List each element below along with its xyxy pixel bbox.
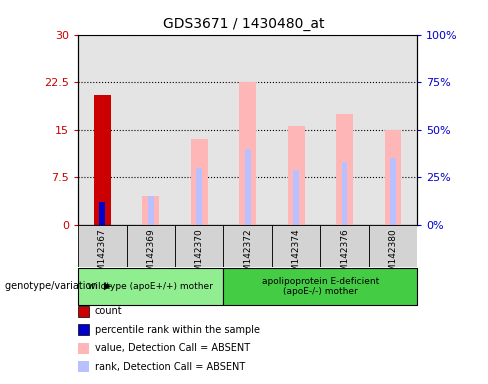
- Text: value, Detection Call = ABSENT: value, Detection Call = ABSENT: [95, 343, 250, 353]
- Bar: [385, 130, 402, 225]
- Bar: [175, 35, 224, 225]
- Text: apolipoprotein E-deficient
(apoE-/-) mother: apolipoprotein E-deficient (apoE-/-) mot…: [262, 277, 379, 296]
- Bar: [239, 82, 256, 225]
- Bar: [196, 168, 202, 225]
- Text: GSM142367: GSM142367: [98, 229, 107, 283]
- Bar: [148, 196, 154, 225]
- Text: GSM142369: GSM142369: [146, 229, 155, 283]
- Bar: [272, 35, 320, 225]
- Bar: [175, 225, 224, 267]
- Bar: [320, 35, 369, 225]
- Bar: [287, 126, 305, 225]
- Text: count: count: [95, 306, 122, 316]
- Bar: [78, 35, 126, 225]
- Bar: [342, 162, 347, 225]
- Text: GSM142374: GSM142374: [292, 229, 301, 283]
- Text: GDS3671 / 1430480_at: GDS3671 / 1430480_at: [163, 17, 325, 31]
- Bar: [369, 35, 417, 225]
- Bar: [191, 139, 208, 225]
- Bar: [224, 35, 272, 225]
- Bar: [100, 202, 105, 225]
- Bar: [369, 225, 417, 267]
- Bar: [142, 196, 159, 225]
- Bar: [245, 149, 250, 225]
- Bar: [78, 225, 126, 267]
- Bar: [320, 225, 369, 267]
- Bar: [336, 114, 353, 225]
- Bar: [78, 268, 224, 305]
- Bar: [94, 95, 111, 225]
- Bar: [224, 225, 272, 267]
- Text: rank, Detection Call = ABSENT: rank, Detection Call = ABSENT: [95, 362, 245, 372]
- Text: wildtype (apoE+/+) mother: wildtype (apoE+/+) mother: [88, 282, 213, 291]
- Bar: [293, 169, 299, 225]
- Bar: [272, 225, 320, 267]
- Text: percentile rank within the sample: percentile rank within the sample: [95, 325, 260, 335]
- Text: GSM142376: GSM142376: [340, 229, 349, 283]
- Text: GSM142380: GSM142380: [388, 229, 398, 283]
- Bar: [126, 225, 175, 267]
- Text: GSM142370: GSM142370: [195, 229, 203, 283]
- Text: genotype/variation  ▶: genotype/variation ▶: [5, 281, 111, 291]
- Bar: [390, 158, 396, 225]
- Bar: [224, 268, 417, 305]
- Text: GSM142372: GSM142372: [243, 229, 252, 283]
- Bar: [126, 35, 175, 225]
